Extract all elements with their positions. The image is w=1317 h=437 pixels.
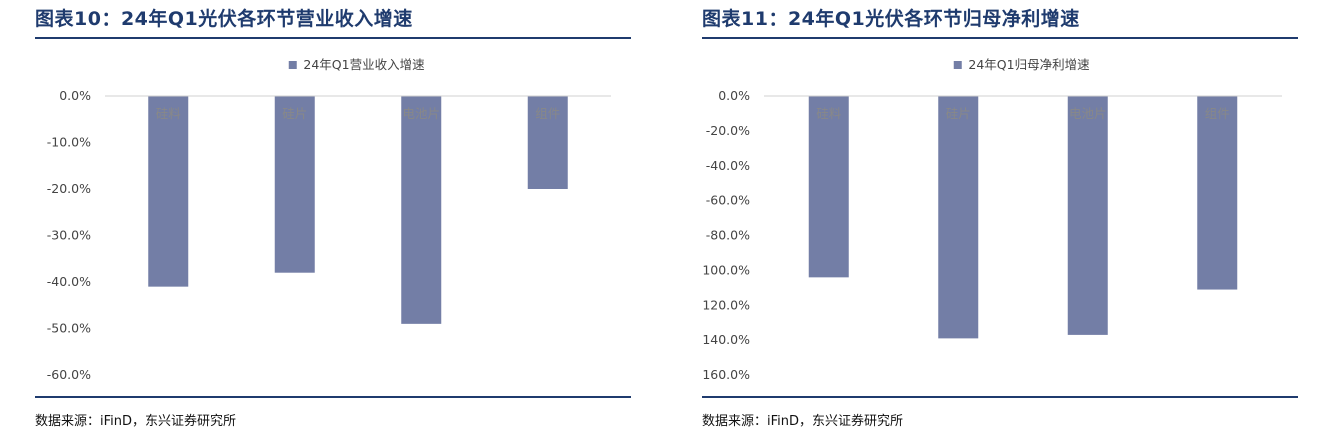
category-label: 硅料 [816, 106, 842, 121]
bar-4 [1197, 96, 1238, 290]
title-divider [702, 37, 1298, 39]
y-tick-label: -80.0% [706, 228, 750, 243]
y-tick-label: -20.0% [706, 123, 750, 138]
y-tick-label: 0.0% [59, 88, 91, 103]
source-note: 数据来源：iFinD，东兴证券研究所 [35, 414, 237, 429]
footer-divider [702, 396, 1298, 398]
legend-swatch [953, 61, 962, 69]
y-tick-label: -40.0% [706, 158, 750, 173]
y-tick-label: -10.0% [47, 135, 91, 150]
net-profit-growth-bar-chart: 24年Q1归母净利增速 0.0% -20.0% -40.0% -60.0% -80.0% -… [702, 57, 1282, 382]
category-label: 硅片 [946, 106, 971, 121]
bar-2 [938, 96, 979, 339]
bar-3 [1067, 96, 1108, 335]
y-tick-label: -20.0% [47, 181, 91, 196]
footer-divider [35, 396, 631, 398]
category-label: 硅料 [156, 106, 182, 121]
category-label: 电池片 [402, 106, 440, 121]
bar-3 [401, 96, 442, 324]
y-tick-label: -100.0% [702, 262, 750, 277]
title-divider [35, 37, 631, 39]
revenue-growth-bar-chart: 24年Q1营业收入增速 0.0% -10.0% -20.0% -30.0% -40.0% -… [47, 57, 611, 382]
bar-4 [527, 96, 568, 189]
figure-title: 图表11：24年Q1光伏各环节归母净利增速 [702, 8, 1080, 30]
y-tick-label: -120.0% [702, 297, 750, 312]
figure-title: 图表10：24年Q1光伏各环节营业收入增速 [35, 8, 413, 30]
category-label: 电池片 [1069, 106, 1107, 121]
y-tick-label: -50.0% [47, 321, 91, 336]
bar-2 [274, 96, 315, 273]
y-tick-label: -60.0% [706, 193, 750, 208]
source-note: 数据来源：iFinD，东兴证券研究所 [702, 414, 904, 429]
category-label: 硅片 [282, 106, 307, 121]
y-tick-label: -40.0% [47, 274, 91, 289]
chart-panel-net-profit: 图表11：24年Q1光伏各环节归母净利增速 24年Q1归母净利增速 0.0% -20… [702, 0, 1298, 437]
y-tick-label: -140.0% [702, 332, 750, 347]
bar-1 [148, 96, 189, 287]
legend-label: 24年Q1营业收入增速 [303, 57, 425, 72]
y-tick-label: -60.0% [47, 367, 91, 382]
y-tick-label: -160.0% [702, 367, 750, 382]
bar-1 [808, 96, 849, 278]
category-label: 组件 [1205, 106, 1230, 121]
y-tick-label: -30.0% [47, 228, 91, 243]
chart-panel-revenue: 图表10：24年Q1光伏各环节营业收入增速 24年Q1营业收入增速 0.0% -10… [35, 0, 631, 437]
y-tick-label: 0.0% [718, 88, 750, 103]
category-label: 组件 [535, 106, 560, 121]
legend-swatch [288, 61, 297, 69]
legend-label: 24年Q1归母净利增速 [968, 57, 1090, 72]
